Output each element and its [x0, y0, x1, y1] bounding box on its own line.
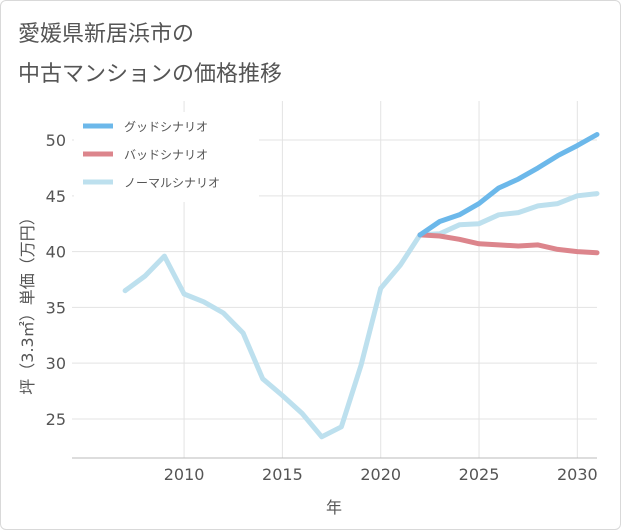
x-axis-label: 年 — [326, 498, 342, 517]
y-tick-label: 45 — [46, 187, 66, 206]
series-line — [417, 132, 600, 238]
legend-label: バッドシナリオ — [124, 148, 208, 162]
y-axis-label: 坪（3.3㎡）単価（万円） — [18, 209, 37, 394]
series-line — [417, 232, 600, 256]
x-tick-label: 2030 — [557, 465, 598, 484]
chart-title-line1: 愛媛県新居浜市の — [18, 22, 195, 47]
x-tick-label: 2015 — [262, 465, 303, 484]
series-line — [122, 191, 600, 440]
y-tick-label: 35 — [46, 298, 66, 317]
y-tick-label: 25 — [46, 410, 66, 429]
legend-label: グッドシナリオ — [124, 120, 208, 134]
y-tick-label: 30 — [46, 354, 66, 373]
x-tick-label: 2010 — [164, 465, 205, 484]
chart-title-line2: 中古マンションの価格推移 — [18, 62, 283, 87]
y-tick-label: 40 — [46, 243, 66, 262]
x-tick-label: 2025 — [459, 465, 500, 484]
legend-label: ノーマルシナリオ — [124, 176, 220, 190]
x-tick-label: 2020 — [360, 465, 401, 484]
y-tick-label: 50 — [46, 131, 66, 150]
